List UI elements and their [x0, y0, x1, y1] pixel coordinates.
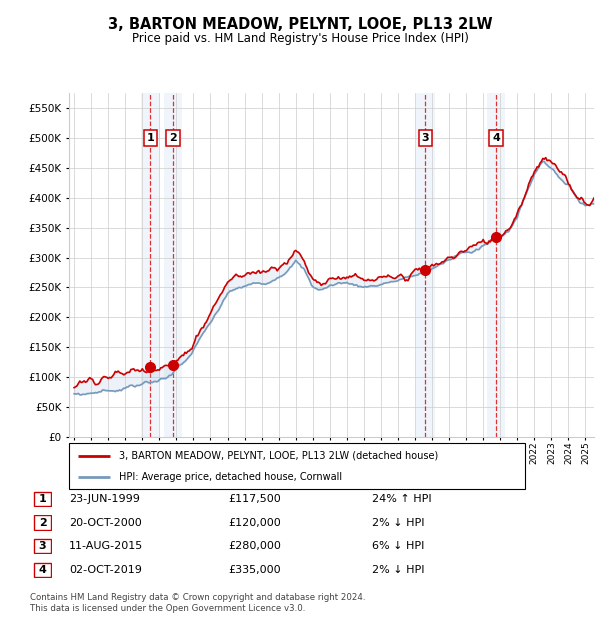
Text: 11-AUG-2015: 11-AUG-2015 — [69, 541, 143, 551]
Bar — [487, 93, 505, 437]
Text: 24% ↑ HPI: 24% ↑ HPI — [372, 494, 431, 504]
Bar — [416, 93, 435, 437]
Text: £120,000: £120,000 — [228, 518, 281, 528]
Text: £335,000: £335,000 — [228, 565, 281, 575]
Text: 6% ↓ HPI: 6% ↓ HPI — [372, 541, 424, 551]
Text: HPI: Average price, detached house, Cornwall: HPI: Average price, detached house, Corn… — [119, 472, 342, 482]
Text: 1: 1 — [39, 494, 46, 504]
Text: 02-OCT-2019: 02-OCT-2019 — [69, 565, 142, 575]
Bar — [164, 93, 182, 437]
Text: 4: 4 — [38, 565, 47, 575]
Text: 20-OCT-2000: 20-OCT-2000 — [69, 518, 142, 528]
Bar — [141, 93, 160, 437]
Text: 3, BARTON MEADOW, PELYNT, LOOE, PL13 2LW: 3, BARTON MEADOW, PELYNT, LOOE, PL13 2LW — [107, 17, 493, 32]
Text: 2: 2 — [169, 133, 177, 143]
Text: £280,000: £280,000 — [228, 541, 281, 551]
Text: 3: 3 — [39, 541, 46, 551]
Text: 3: 3 — [422, 133, 429, 143]
Text: 4: 4 — [492, 133, 500, 143]
Text: 1: 1 — [146, 133, 154, 143]
Text: Contains HM Land Registry data © Crown copyright and database right 2024.
This d: Contains HM Land Registry data © Crown c… — [30, 593, 365, 613]
Text: 2% ↓ HPI: 2% ↓ HPI — [372, 518, 425, 528]
Text: 3, BARTON MEADOW, PELYNT, LOOE, PL13 2LW (detached house): 3, BARTON MEADOW, PELYNT, LOOE, PL13 2LW… — [119, 451, 439, 461]
Text: 2: 2 — [39, 518, 46, 528]
Text: 23-JUN-1999: 23-JUN-1999 — [69, 494, 140, 504]
Text: 2% ↓ HPI: 2% ↓ HPI — [372, 565, 425, 575]
Text: £117,500: £117,500 — [228, 494, 281, 504]
Text: Price paid vs. HM Land Registry's House Price Index (HPI): Price paid vs. HM Land Registry's House … — [131, 32, 469, 45]
